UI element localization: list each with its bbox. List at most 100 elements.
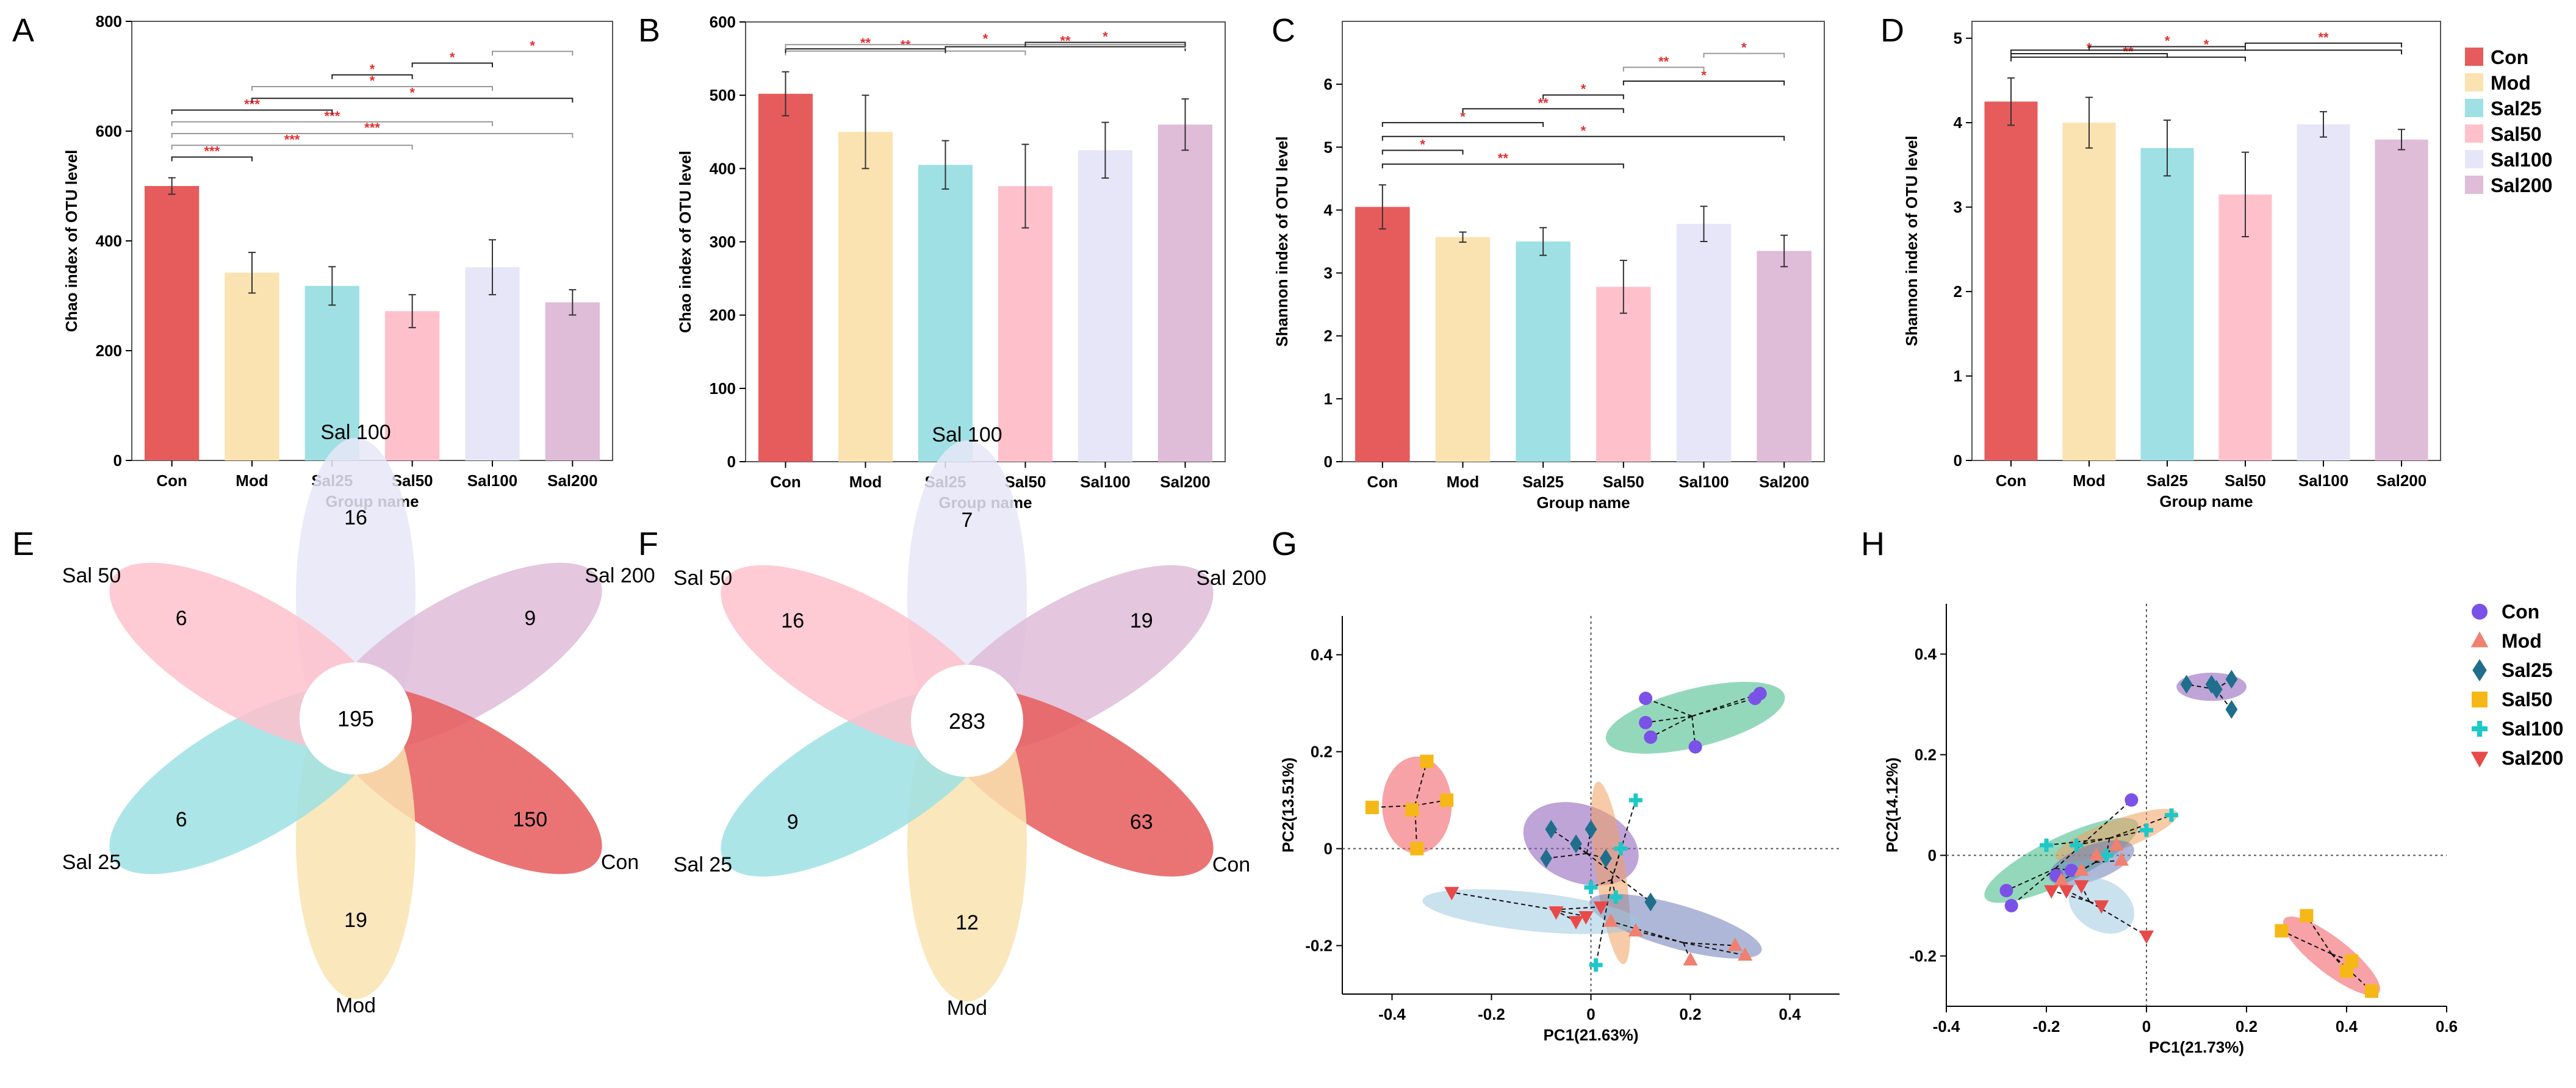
- bar-mod: [1435, 237, 1491, 462]
- significance-bracket: [411, 62, 493, 68]
- y-tick-label: 0: [1928, 846, 1937, 865]
- point-sal200: [2139, 930, 2154, 944]
- point-sal200: [1578, 911, 1594, 925]
- significance-bracket: [1703, 52, 1785, 58]
- legend-label-sal100: Sal100: [2491, 149, 2552, 171]
- bar-sal50: [385, 311, 440, 460]
- point-sal50: [2365, 984, 2378, 998]
- bar-sal200: [1757, 251, 1811, 462]
- point-sal200: [2094, 900, 2109, 914]
- venn-group-label: Con: [601, 851, 639, 874]
- centroid-link: [1610, 920, 1684, 943]
- y-tick-label: 600: [96, 122, 122, 140]
- significance-bracket: [1542, 94, 1624, 99]
- point-sal100: [2169, 808, 2174, 822]
- y-tick-label: 3: [1954, 198, 1962, 217]
- x-tick-label: Con: [156, 471, 187, 490]
- x-tick-label: -0.4: [1378, 1005, 1406, 1023]
- x-tick-label: Sal100: [467, 471, 517, 490]
- significance-bracket: [2089, 46, 2246, 51]
- venn-group-label: Sal 200: [1196, 567, 1266, 590]
- x-tick-label: Sal25: [2146, 471, 2188, 490]
- x-tick-label: Sal200: [1759, 473, 1809, 491]
- x-tick-label: Con: [770, 473, 801, 491]
- venn-group-label: Mod: [947, 997, 987, 1020]
- venn-petal-count: 19: [344, 909, 367, 932]
- panel-letter-b: B: [638, 12, 660, 49]
- significance-label: *: [983, 31, 988, 46]
- centroid-link: [1452, 892, 1555, 911]
- centroid-link: [2109, 814, 2172, 839]
- y-tick-label: 0: [1324, 453, 1333, 471]
- centroid-link: [1575, 843, 1588, 854]
- y-tick-label: -0.2: [1909, 947, 1937, 965]
- y-tick-label: 600: [710, 13, 736, 31]
- significance-bracket: [1622, 66, 1705, 72]
- centroid-link: [2066, 890, 2090, 903]
- point-mod: [1603, 913, 1619, 927]
- bar-con: [1355, 207, 1410, 462]
- bar-sal25: [2140, 148, 2194, 460]
- x-tick-label: Mod: [1447, 473, 1479, 491]
- legend-label-sal50: Sal50: [2502, 689, 2553, 710]
- centroid-link: [2006, 868, 2056, 892]
- venn-petal-count: 16: [344, 506, 367, 529]
- significance-bracket: [1462, 108, 1624, 113]
- point-sal50: [1420, 754, 1434, 768]
- legend-marker-sal100: [2477, 721, 2483, 737]
- point-mod: [1738, 947, 1753, 961]
- significance-label: *: [1701, 68, 1707, 83]
- legend-marker-sal25: [2472, 659, 2487, 682]
- significance-label: *: [370, 62, 375, 77]
- legend-label-con: Con: [2491, 46, 2528, 68]
- bar-sal200: [545, 302, 600, 460]
- significance-bracket: [785, 50, 1026, 55]
- point-con: [2065, 864, 2078, 878]
- legend-marker-mod: [2470, 631, 2489, 648]
- y-tick-label: 2: [1954, 282, 1962, 301]
- significance-bracket: [2010, 53, 2168, 59]
- x-tick-label: Sal100: [2298, 471, 2348, 490]
- point-sal200: [1568, 915, 1584, 929]
- y-tick-label: 5: [1324, 138, 1333, 156]
- significance-label: *: [370, 73, 375, 88]
- legend-marker-sal200: [2470, 751, 2489, 768]
- point-mod: [1628, 923, 1643, 937]
- bar-con: [758, 93, 813, 462]
- x-tick-label: 0.2: [2236, 1017, 2258, 1036]
- significance-label: **: [1060, 34, 1071, 49]
- panel-letter-d: D: [1880, 12, 1904, 49]
- significance-bracket: [251, 98, 574, 103]
- centroid-link: [1586, 853, 1651, 903]
- significance-label: **: [860, 35, 871, 51]
- significance-label: **: [1538, 95, 1549, 110]
- x-tick-label: Sal25: [1522, 473, 1564, 491]
- significance-bracket: [2245, 42, 2402, 48]
- venn-petal-count: 19: [1130, 609, 1153, 632]
- point-con: [2004, 899, 2018, 912]
- x-tick-label: Mod: [236, 471, 268, 490]
- legend-swatch-mod: [2465, 73, 2483, 91]
- y-tick-label: 0: [1324, 840, 1333, 858]
- point-mod: [1727, 937, 1743, 951]
- x-axis-title: Group name: [1536, 493, 1630, 512]
- point-sal100: [2074, 839, 2079, 852]
- significance-label: *: [1460, 109, 1466, 124]
- x-tick-label: Sal100: [1678, 473, 1729, 491]
- centroid-link: [1650, 715, 1693, 738]
- centroid-link: [1646, 715, 1693, 723]
- point-mod: [2054, 872, 2069, 886]
- significance-bracket: [171, 121, 493, 126]
- x-axis-title: PC1(21.73%): [2149, 1038, 2244, 1056]
- significance-bracket: [492, 51, 574, 56]
- y-tick-label: 0.4: [1915, 645, 1937, 664]
- significance-label: *: [450, 50, 455, 65]
- x-tick-label: 0.4: [1779, 1005, 1801, 1023]
- centroid-link: [2010, 868, 2056, 906]
- point-sal200: [2044, 885, 2059, 899]
- legend-label-mod: Mod: [2502, 630, 2542, 652]
- point-sal50: [1365, 800, 1379, 814]
- point-sal50: [1405, 803, 1419, 817]
- centroid-link: [1414, 761, 1428, 806]
- centroid-link: [2076, 837, 2110, 846]
